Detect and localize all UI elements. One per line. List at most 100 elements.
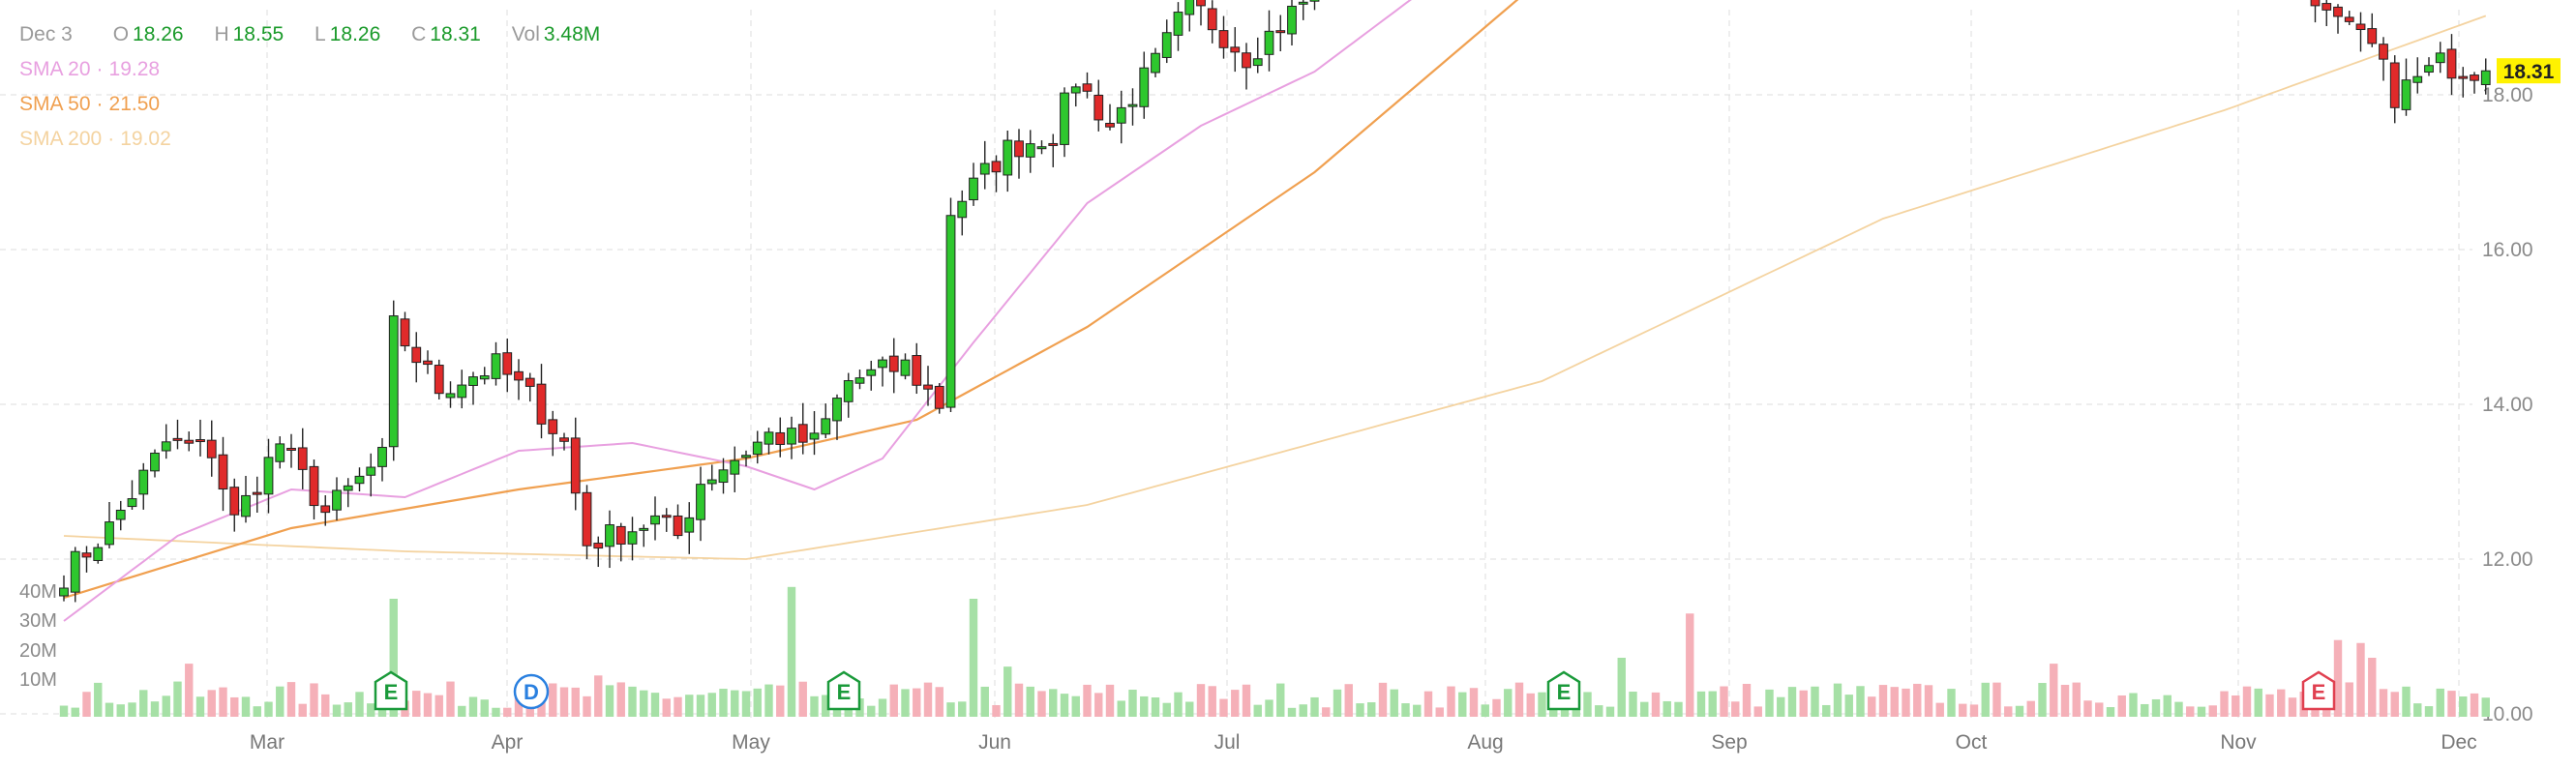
x-tick-label: Aug [1467,731,1503,754]
candle-down [297,447,308,470]
volume-bar [2254,688,2262,717]
volume-bar [2288,697,2297,717]
event-marker-label: E [1557,680,1572,704]
volume-bar [980,686,989,717]
volume-bar [650,693,660,717]
volume-tick-label: 20M [19,640,57,662]
volume-bar [367,703,375,717]
candle-down [2321,3,2332,11]
volume-bar [2345,682,2353,717]
volume-bar [344,702,352,717]
candle-up [1252,58,1263,67]
earnings-marker[interactable] [374,670,408,711]
candle-up [468,376,478,386]
dividend-marker[interactable] [513,673,550,710]
candle-up [843,380,854,402]
volume-bar [616,682,625,717]
candle-down [2367,28,2378,44]
volume-bar [935,687,944,717]
volume-bar [594,675,603,717]
volume-bar [276,686,285,717]
volume-bar [628,686,637,717]
volume-bar [207,690,216,717]
candle-up [388,315,399,448]
candle-up [263,457,274,495]
candle-up [730,459,740,475]
volume-bar [59,705,69,717]
sma50-label: SMA 50 [19,93,91,115]
earnings-marker[interactable] [1546,670,1581,711]
candle-down [2379,44,2388,60]
volume-bar [1787,687,1797,717]
candle-down [195,439,205,443]
volume-bar [1401,703,1410,717]
volume-bar [332,704,342,717]
candle-up [1173,12,1183,36]
volume-bar [2129,693,2138,717]
sma20-separator: · [96,58,104,80]
volume-bar [1878,685,1888,717]
candle-up [457,384,467,399]
volume-bar [901,689,910,717]
candle-down [2446,48,2457,79]
volume-bar [286,682,296,717]
volume-bar [1276,683,1285,717]
candle-down [514,370,524,381]
x-tick-label: Dec [2441,731,2476,754]
volume-bar [1890,687,1899,717]
volume-bar [1185,701,1194,717]
volume-bar [1696,691,1706,717]
y-tick-label: 16.00 [2482,239,2533,261]
volume-bar [1731,701,1740,717]
volume-bar [116,704,125,717]
candle-down [593,543,604,549]
candle-down [502,352,513,375]
volume-bar [71,707,79,717]
candle-down [411,346,422,364]
candle-up [650,515,660,525]
volume-bar [1947,689,1956,717]
event-marker-label: E [837,680,852,704]
candle-down [923,384,933,390]
candle-down [912,355,922,386]
volume-bar [1423,691,1433,717]
candle-down [615,525,626,545]
volume-bar [2095,702,2104,717]
candle-up [979,163,990,175]
candle-down [2355,23,2366,31]
volume-bar [1799,690,1808,717]
volume-bar [2459,696,2468,717]
volume-bar [1299,704,1307,717]
volume-bar [1413,704,1422,717]
candle-down [2310,0,2321,7]
volume-bar [2379,689,2388,717]
candle-up [2401,79,2411,110]
volume-bar [2242,686,2252,717]
candle-up [150,452,160,472]
candle-up [752,441,763,456]
y-tick-label: 10.00 [2482,703,2533,725]
volume-tick-label: 40M [19,581,57,603]
candle-down [559,437,569,442]
candle-down [229,487,240,516]
volume-bar [82,692,91,717]
candle-down [570,437,581,494]
candle-down [286,447,296,451]
volume-bar [549,683,557,717]
sma20-row: SMA 20 · 19.28 [19,52,625,87]
candle-down [2470,74,2479,81]
earnings-marker[interactable] [2301,670,2336,711]
volume-bar [1310,696,1319,717]
candle-down [673,515,683,537]
volume-bar [1128,690,1137,717]
candle-down [548,419,558,434]
candle-up [900,359,911,376]
x-tick-label: Mar [250,731,285,754]
candle-down [81,552,92,558]
candle-up [1161,32,1172,58]
candle-up [1116,106,1126,124]
candle-up [696,484,705,520]
candle-down [1218,30,1229,48]
earnings-marker[interactable] [826,670,861,711]
